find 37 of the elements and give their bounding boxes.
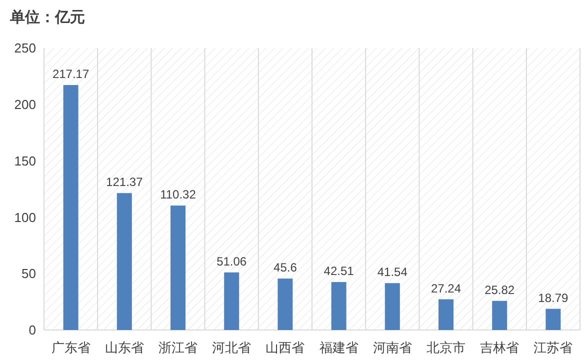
data-label: 51.06	[216, 254, 247, 268]
x-tick-label: 江苏省	[534, 340, 573, 355]
data-label: 110.32	[160, 188, 196, 202]
data-label: 121.37	[106, 175, 144, 190]
x-tick-label: 北京市	[426, 340, 466, 355]
bar	[63, 85, 78, 330]
data-label: 42.51	[324, 264, 354, 278]
bar	[492, 300, 508, 330]
data-label: 18.79	[538, 290, 569, 305]
y-tick-label: 0	[28, 322, 36, 338]
bar	[116, 193, 132, 330]
data-label: 27.24	[430, 281, 462, 296]
y-tick-label: 50	[22, 266, 36, 282]
y-tick-label: 250	[14, 40, 36, 56]
x-tick-label: 河北省	[212, 340, 252, 355]
bar	[438, 299, 454, 330]
data-label: 45.6	[274, 260, 298, 275]
bar	[170, 206, 186, 330]
x-tick-label: 浙江省	[158, 340, 198, 355]
y-tick-label: 200	[14, 96, 36, 112]
x-tick-label: 福建省	[319, 340, 358, 355]
x-tick-label: 山东省	[104, 340, 144, 355]
bar	[331, 282, 346, 330]
y-tick-label: 100	[14, 210, 36, 225]
bar	[384, 283, 400, 330]
data-label: 41.54	[377, 265, 408, 280]
x-tick-label: 广东省	[51, 340, 90, 355]
chart-title: 单位：亿元	[9, 9, 85, 26]
x-tick-label: 山西省	[266, 340, 305, 355]
y-tick-label: 150	[14, 153, 36, 168]
x-tick-label: 河南省	[372, 340, 412, 355]
bar	[278, 278, 293, 330]
bar	[224, 272, 240, 330]
x-tick-label: 吉林省	[480, 340, 520, 355]
data-label: 25.82	[484, 282, 515, 297]
data-label: 217.17	[52, 67, 90, 82]
bar	[546, 308, 561, 330]
